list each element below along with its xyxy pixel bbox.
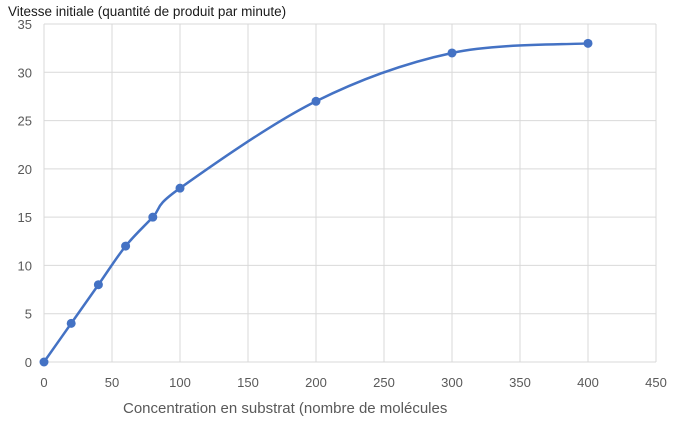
y-tick-label-3: 15	[18, 210, 32, 225]
y-tick-label-4: 20	[18, 162, 32, 177]
x-tick-label-2: 100	[169, 375, 191, 390]
data-point-0	[39, 357, 49, 367]
y-tick-label-0: 0	[25, 355, 32, 370]
x-tick-label-5: 250	[373, 375, 395, 390]
series-line-0	[42, 42, 590, 364]
data-point-4	[148, 212, 158, 222]
x-tick-label-8: 400	[577, 375, 599, 390]
y-tick-label-5: 25	[18, 114, 32, 129]
data-point-3	[121, 241, 131, 251]
data-point-8	[583, 38, 593, 48]
x-tick-label-3: 150	[237, 375, 259, 390]
x-axis-label: Concentration en substrat (nombre de mol…	[123, 400, 448, 417]
x-tick-label-4: 200	[305, 375, 327, 390]
y-tick-label-2: 10	[18, 258, 32, 273]
data-point-2	[93, 280, 103, 290]
x-tick-label-6: 300	[441, 375, 463, 390]
y-tick-label-7: 35	[18, 17, 32, 32]
y-axis-label: Vitesse initiale (quantité de produit pa…	[8, 4, 287, 19]
y-tick-label-1: 5	[25, 307, 32, 322]
x-tick-label-7: 350	[509, 375, 531, 390]
x-tick-label-9: 450	[645, 375, 667, 390]
data-point-1	[66, 318, 76, 328]
data-point-6	[311, 96, 321, 106]
x-tick-label-1: 50	[105, 375, 119, 390]
x-tick-label-0: 0	[40, 375, 47, 390]
data-point-5	[175, 183, 185, 193]
data-point-7	[447, 48, 457, 58]
y-tick-label-6: 30	[18, 65, 32, 80]
